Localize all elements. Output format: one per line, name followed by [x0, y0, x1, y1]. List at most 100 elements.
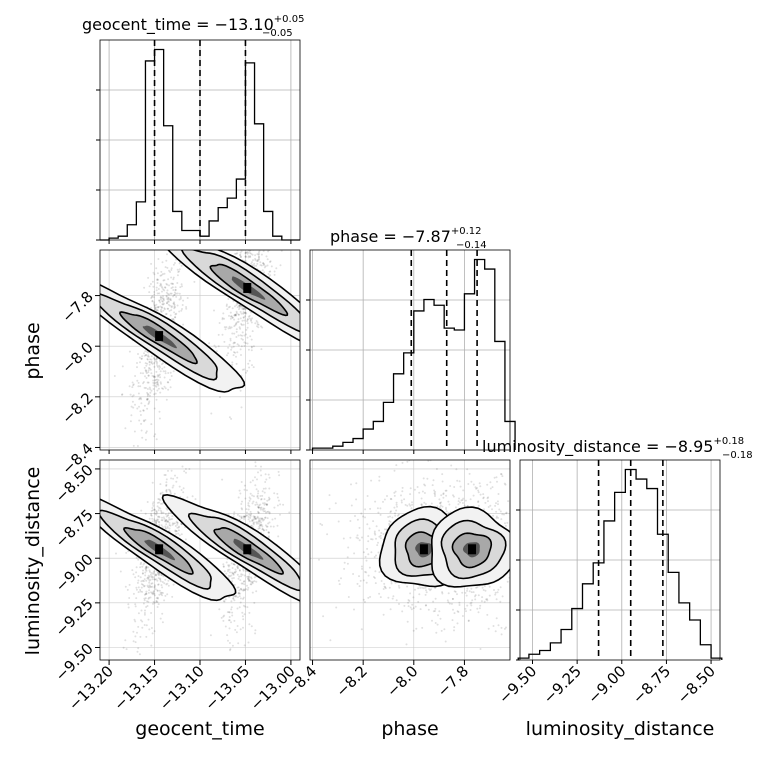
scatter-point [165, 490, 168, 493]
scatter-point [157, 258, 160, 260]
scatter-point [427, 460, 430, 462]
scatter-point [214, 346, 217, 349]
scatter-point [164, 313, 167, 316]
scatter-point [248, 578, 251, 581]
scatter-point [379, 513, 382, 516]
scatter-point [504, 524, 507, 527]
scatter-point [388, 520, 391, 523]
scatter-point [416, 486, 419, 488]
scatter-point [155, 309, 158, 312]
scatter-point [251, 591, 254, 594]
scatter-point [153, 519, 156, 522]
scatter-point [426, 477, 429, 480]
scatter-point [158, 501, 161, 504]
scatter-point [360, 512, 363, 515]
scatter-point [374, 582, 377, 585]
scatter-point [227, 564, 230, 567]
scatter-point [155, 512, 158, 514]
scatter-point [242, 604, 245, 607]
scatter-point [225, 305, 228, 307]
scatter-point [226, 634, 229, 637]
scatter-point [445, 489, 448, 492]
scatter-point [467, 619, 470, 622]
scatter-point [337, 520, 340, 523]
scatter-point [373, 532, 376, 535]
scatter-point [241, 334, 244, 337]
scatter-point [267, 273, 270, 275]
scatter-point [150, 575, 153, 578]
scatter-point [486, 483, 489, 486]
scatter-point [156, 571, 159, 574]
scatter-point [143, 599, 146, 602]
scatter-point [150, 372, 153, 375]
scatter-point [226, 308, 229, 311]
scatter-point [166, 253, 168, 256]
scatter-point [440, 629, 443, 632]
scatter-point [172, 302, 175, 305]
scatter-point [154, 574, 157, 577]
scatter-point [243, 484, 246, 487]
scatter-point [153, 601, 156, 604]
scatter-point [261, 269, 264, 272]
scatter-point [476, 487, 478, 489]
scatter-point [232, 342, 235, 345]
scatter-point [361, 567, 363, 570]
scatter-point [147, 618, 150, 621]
scatter-point [247, 251, 250, 254]
scatter-point [125, 648, 128, 651]
scatter-point [132, 406, 135, 409]
scatter-point [266, 517, 269, 520]
scatter-point [138, 653, 141, 656]
scatter-point [194, 498, 197, 501]
scatter-point [257, 522, 260, 525]
scatter-point [139, 372, 142, 375]
scatter-point [242, 618, 245, 621]
scatter-point [235, 252, 238, 255]
scatter-point [246, 514, 248, 517]
scatter-point [234, 313, 237, 316]
scatter-point [157, 518, 160, 521]
scatter-point [156, 364, 159, 367]
scatter-point [272, 525, 275, 528]
scatter-point [497, 516, 500, 519]
scatter-point [262, 529, 265, 532]
scatter-point [228, 627, 231, 630]
scatter-point [210, 412, 213, 415]
scatter-point [150, 576, 153, 579]
scatter-point [166, 307, 169, 310]
scatter-point [170, 299, 172, 302]
scatter-point [157, 366, 159, 368]
scatter-point [319, 522, 322, 525]
scatter-point [227, 639, 229, 642]
scatter-point [156, 279, 159, 281]
scatter-point [158, 506, 160, 509]
scatter-point [233, 571, 236, 574]
scatter-point [180, 309, 183, 312]
scatter-point [487, 627, 490, 630]
scatter-point [450, 464, 453, 467]
scatter-point [158, 368, 161, 370]
scatter-point [134, 605, 137, 608]
scatter-point [232, 345, 235, 348]
scatter-point [263, 491, 266, 494]
scatter-point [153, 407, 156, 410]
scatter-point [139, 397, 142, 399]
scatter-point [232, 572, 235, 575]
scatter-point [227, 568, 230, 571]
scatter-point [159, 370, 162, 373]
scatter-point [235, 631, 238, 634]
scatter-point [391, 597, 394, 600]
scatter-point [161, 491, 164, 494]
scatter-point [219, 396, 221, 399]
scatter-point [239, 628, 242, 631]
scatter-point [145, 566, 148, 569]
scatter-point [267, 498, 270, 501]
scatter-point [256, 321, 259, 324]
scatter-point [255, 580, 258, 583]
scatter-point [424, 604, 427, 607]
scatter-point [430, 502, 433, 505]
scatter-point [163, 272, 166, 275]
scatter-point [250, 252, 253, 255]
scatter-point [240, 516, 243, 519]
scatter-point [161, 581, 164, 583]
